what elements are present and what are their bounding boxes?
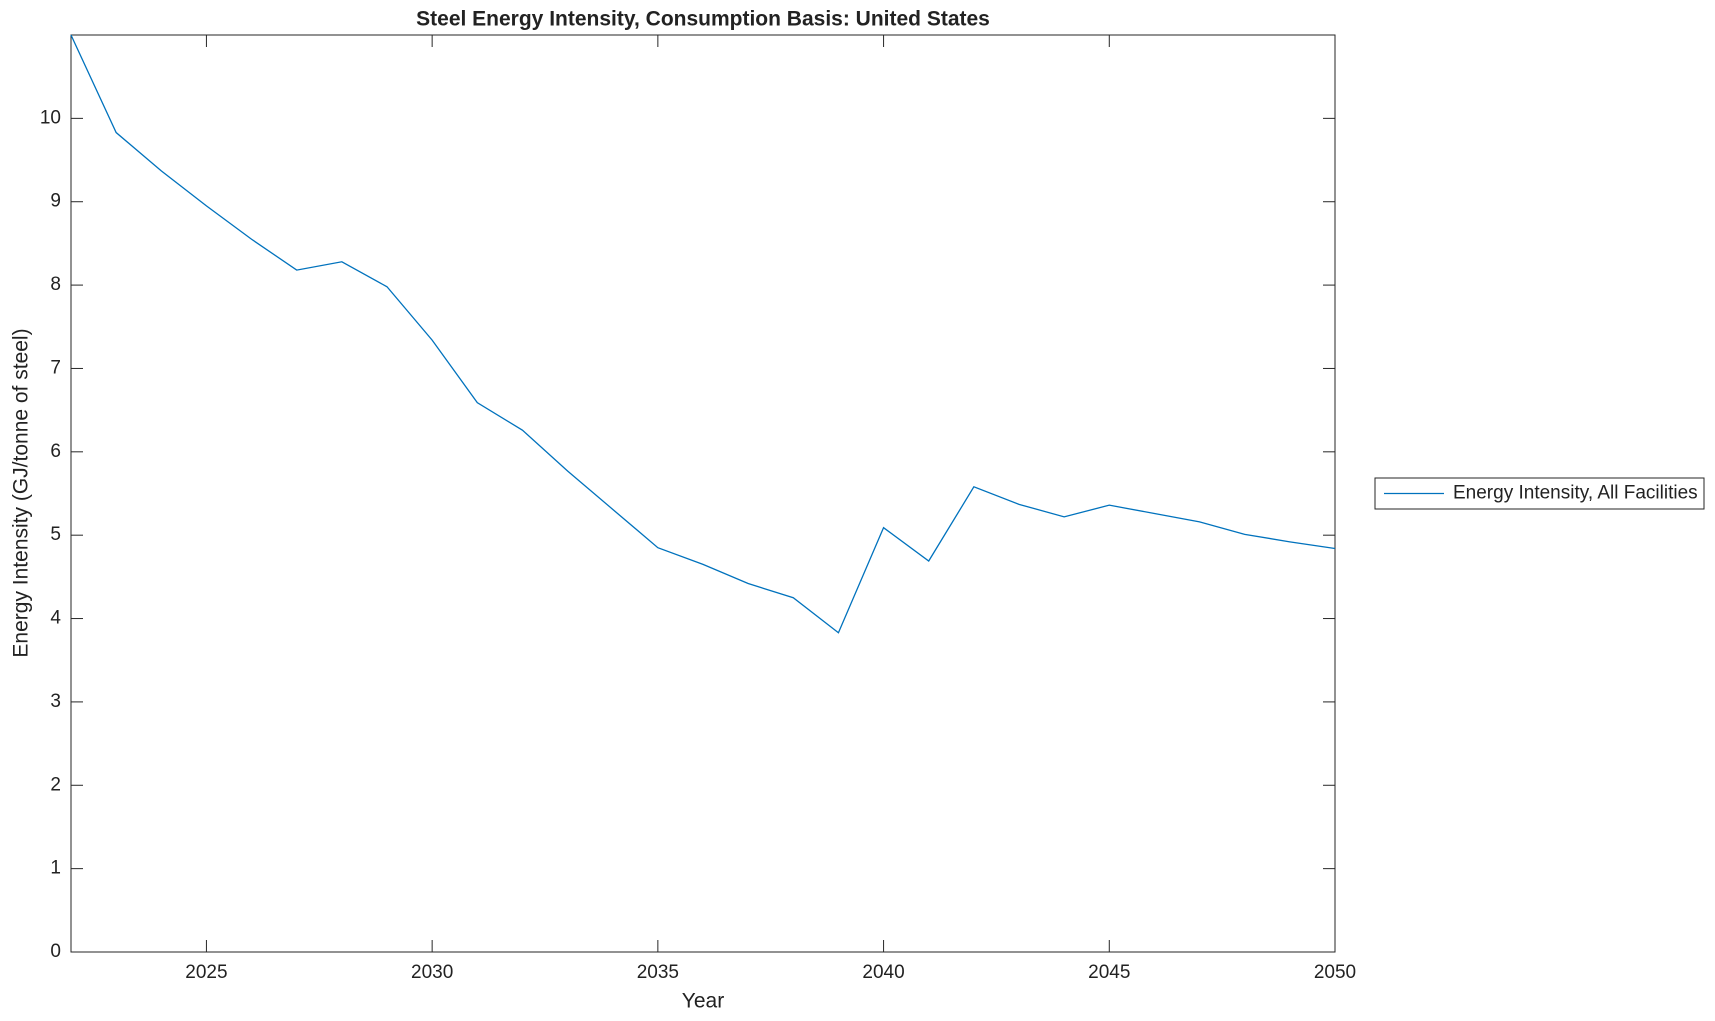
x-tick-label: 2040 xyxy=(862,962,904,983)
x-tick-label: 2030 xyxy=(411,962,453,983)
y-tick-label: 2 xyxy=(50,774,61,795)
y-tick-label: 7 xyxy=(50,357,61,378)
y-tick-label: 9 xyxy=(50,191,61,212)
y-tick-label: 1 xyxy=(50,858,61,879)
y-tick-label: 3 xyxy=(50,691,61,712)
y-tick-label: 6 xyxy=(50,441,61,462)
data-line xyxy=(70,34,1336,634)
x-tick-label: 2045 xyxy=(1088,962,1130,983)
chart-title: Steel Energy Intensity, Consumption Basi… xyxy=(416,8,990,31)
y-tick-label: 0 xyxy=(50,941,61,962)
x-tick-label: 2050 xyxy=(1314,962,1356,983)
x-axis-label: Year xyxy=(682,990,724,1013)
y-tick-label: 8 xyxy=(50,274,61,295)
x-tick-label: 2025 xyxy=(185,962,227,983)
legend-label: Energy Intensity, All Facilities xyxy=(1453,483,1698,504)
y-tick-label: 5 xyxy=(50,524,61,545)
y-axis-label: Energy Intensity (GJ/tonne of steel) xyxy=(10,328,33,657)
y-tick-label: 10 xyxy=(40,107,61,128)
y-tick-label: 4 xyxy=(50,608,61,629)
plot-frame xyxy=(70,34,1336,953)
x-tick-label: 2035 xyxy=(637,962,679,983)
